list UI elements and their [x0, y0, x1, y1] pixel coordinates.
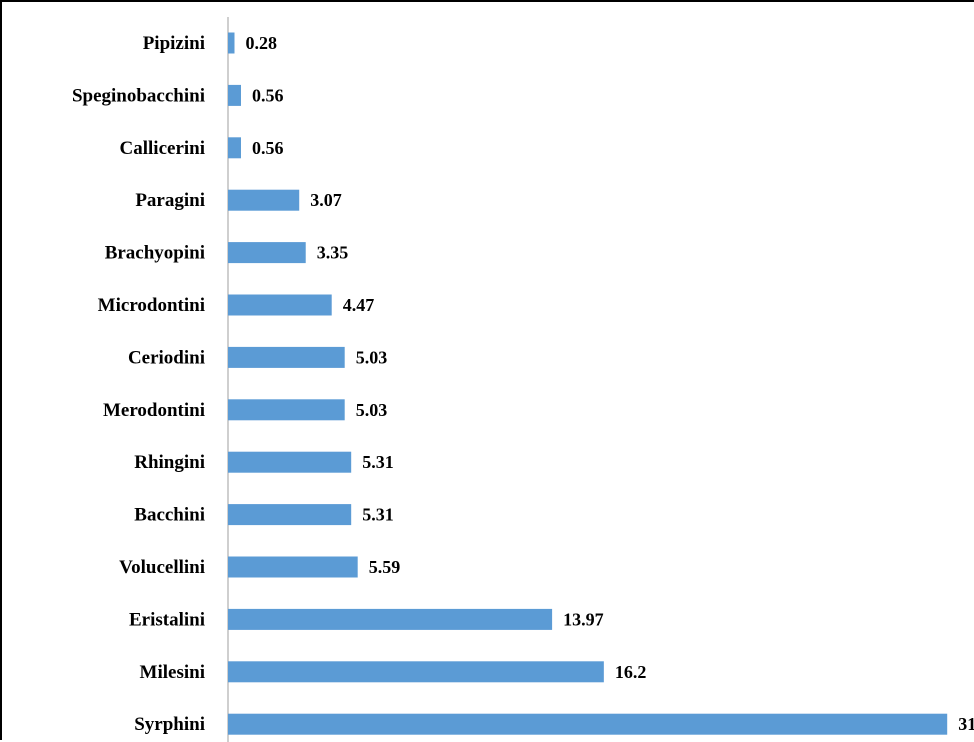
value-label-group: 0.28 0.56 0.56 3.07 3.35 4.47 5.03 5.03 5.31 5.31…: [245, 33, 974, 734]
category-label: Brachyopini: [105, 243, 205, 264]
category-label: Pipizini: [143, 33, 205, 54]
value-label: 0.28: [245, 33, 277, 53]
category-label: Rhingini: [134, 452, 205, 473]
bar-group: [228, 32, 948, 735]
category-label: Ceriodini: [128, 347, 205, 368]
category-label: Paragini: [135, 190, 205, 211]
category-label-group: Pipizini Speginobacchini Callicerini Paragi…: [72, 33, 205, 735]
category-label: Milesini: [140, 662, 205, 683]
value-label: 0.56: [252, 85, 284, 105]
bar-pipizini: [228, 32, 235, 54]
category-label: Speginobacchini: [72, 85, 205, 106]
bar-microdontini: [228, 294, 332, 316]
value-label: 0.56: [252, 138, 284, 158]
bar-callicerini: [228, 137, 241, 159]
value-label: 3.07: [310, 190, 342, 210]
bar-brachyopini: [228, 242, 306, 264]
value-label: 5.59: [369, 557, 401, 577]
value-label: 4.47: [343, 295, 375, 315]
category-label: Volucellini: [119, 557, 205, 578]
value-label: 13.97: [563, 609, 604, 629]
bar-speginobacchini: [228, 84, 241, 106]
value-label: 31: [958, 714, 974, 734]
bar-ceriodini: [228, 346, 345, 368]
value-label: 5.31: [362, 452, 394, 472]
category-label: Eristalini: [129, 609, 205, 630]
bar-milesini: [228, 661, 604, 683]
value-label: 5.03: [356, 400, 388, 420]
value-label: 5.31: [362, 505, 394, 525]
bar-bacchini: [228, 504, 352, 526]
bar-paragini: [228, 189, 300, 211]
bar-volucellini: [228, 556, 358, 578]
category-label: Merodontini: [103, 400, 205, 421]
bar-merodontini: [228, 399, 345, 421]
category-label: Callicerini: [120, 138, 205, 159]
category-label: Bacchini: [134, 505, 205, 526]
bar-eristalini: [228, 608, 553, 630]
bar-syrphini: [228, 713, 948, 735]
bar-rhingini: [228, 451, 352, 473]
category-label: Syrphini: [134, 714, 205, 735]
value-label: 5.03: [356, 347, 388, 367]
value-label: 3.35: [317, 243, 349, 263]
value-label: 16.2: [615, 662, 647, 682]
category-label: Microdontini: [98, 295, 205, 316]
